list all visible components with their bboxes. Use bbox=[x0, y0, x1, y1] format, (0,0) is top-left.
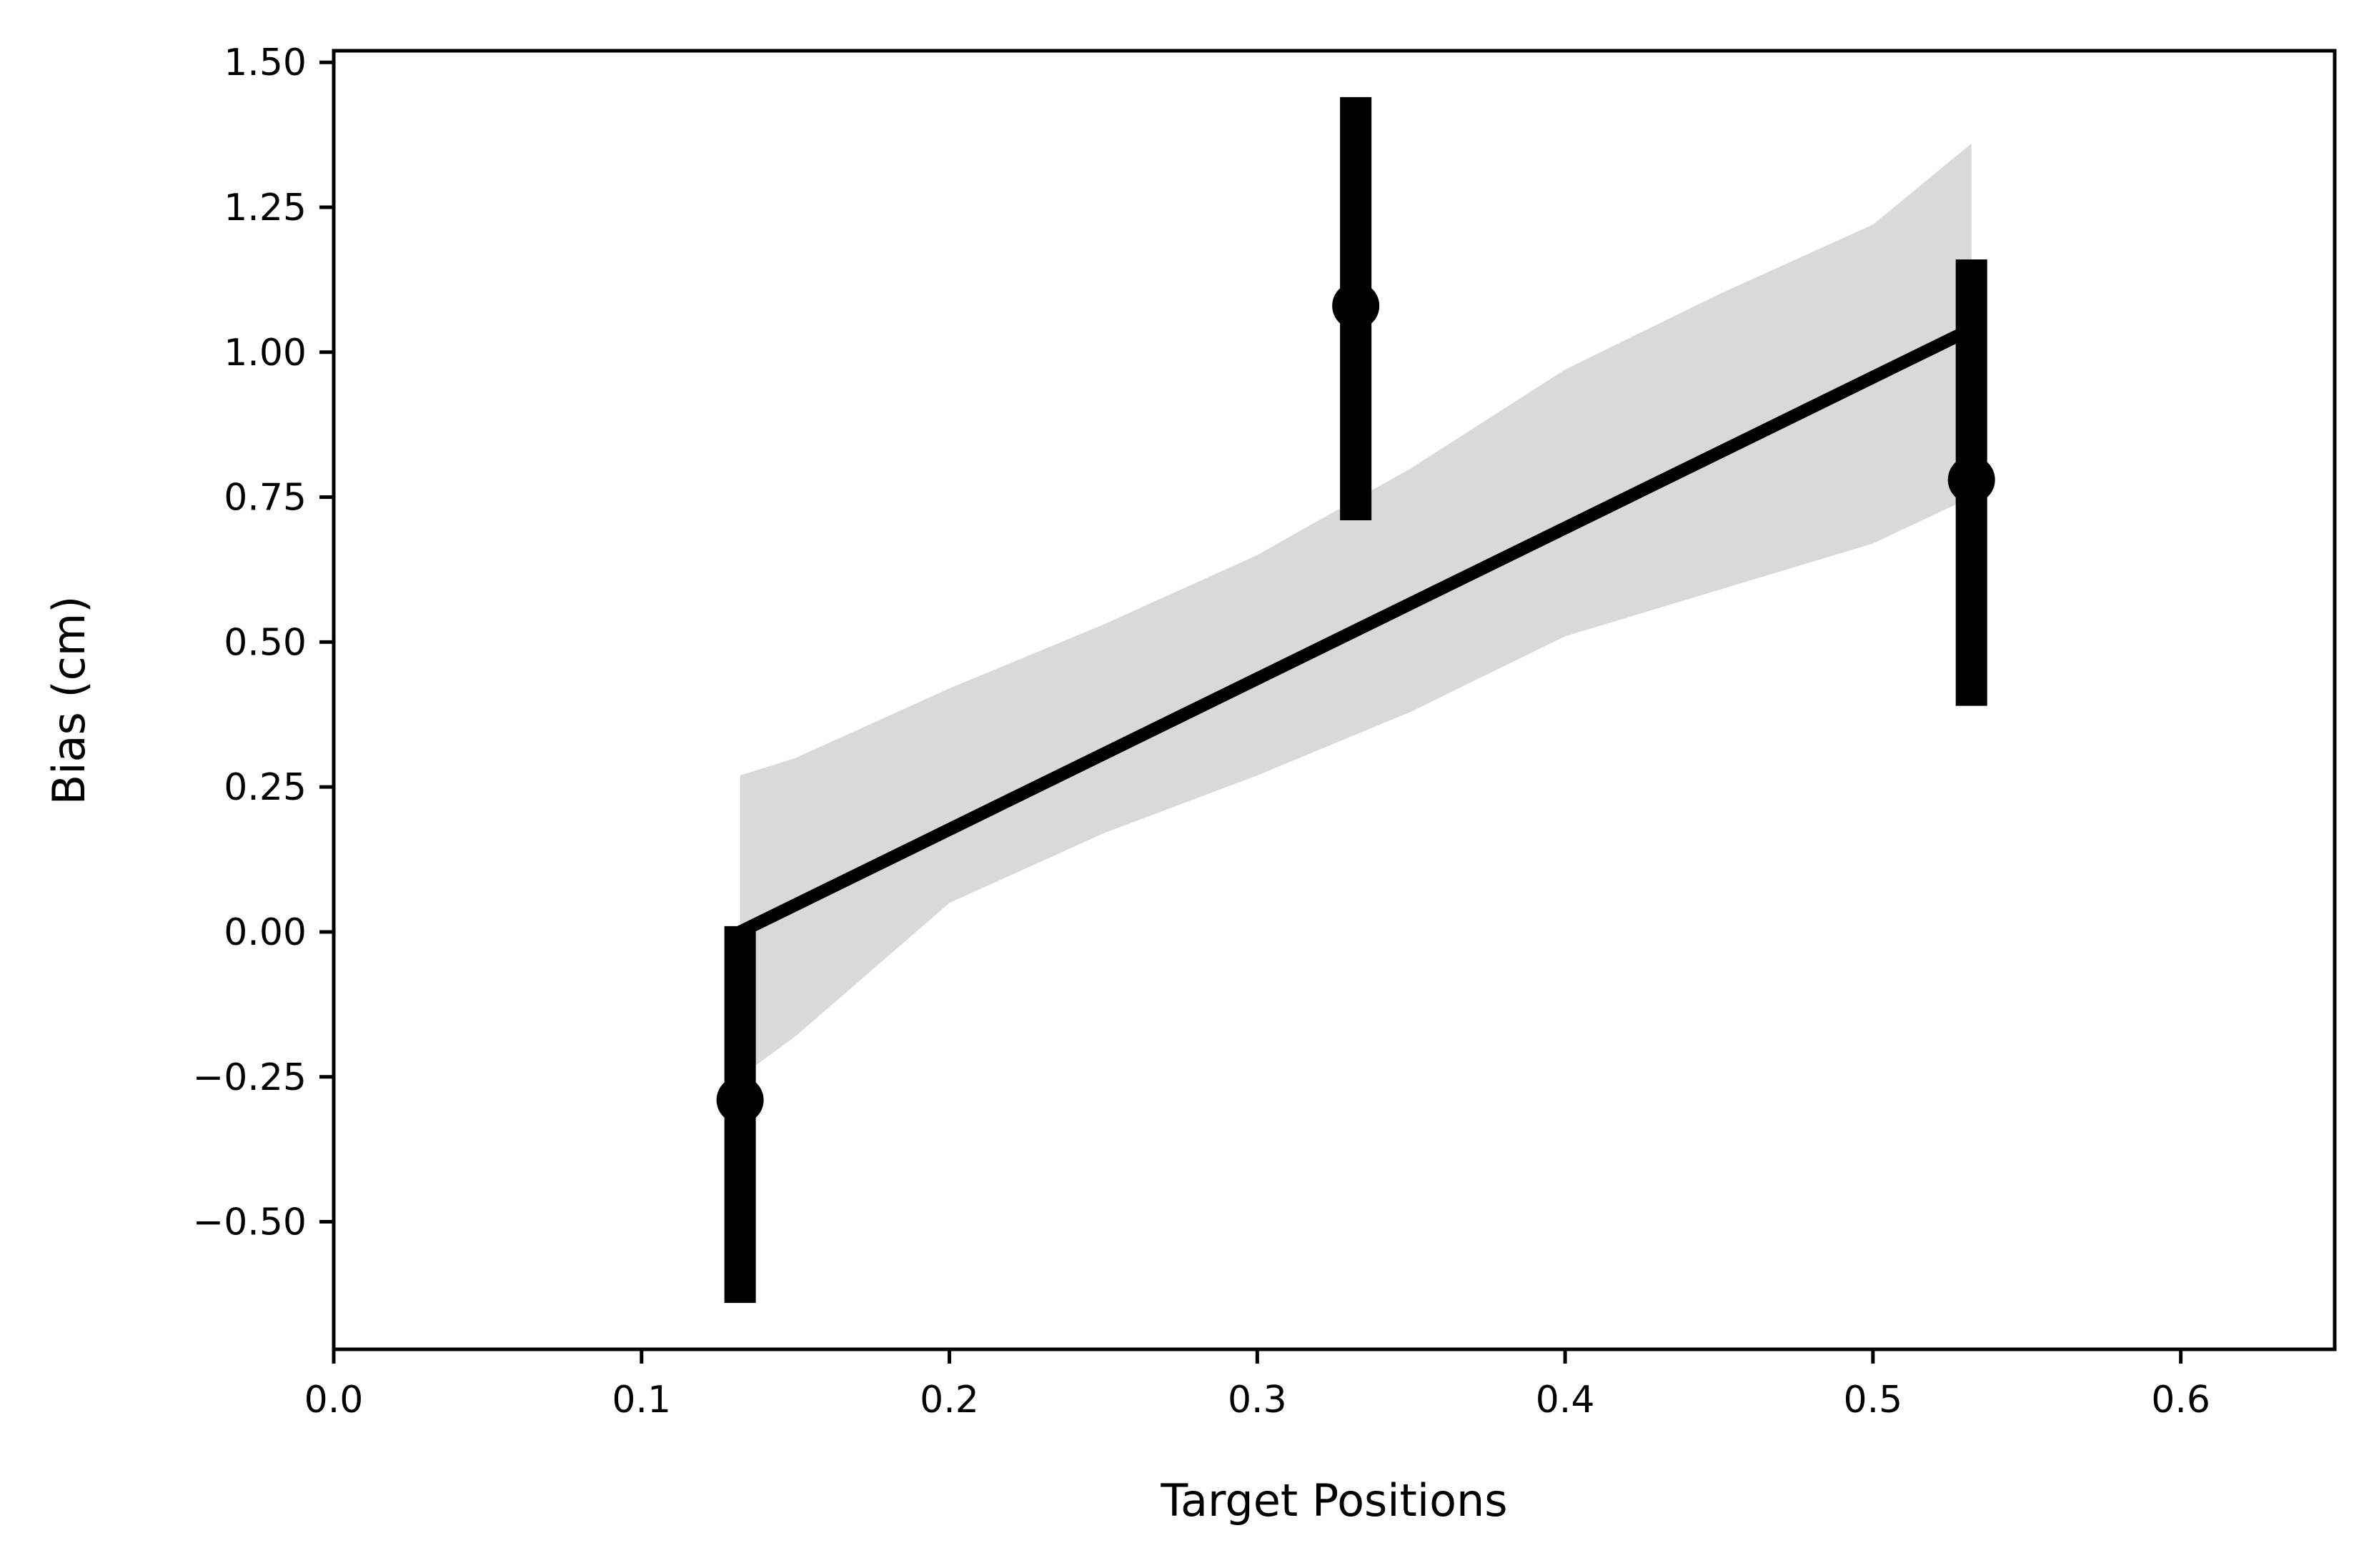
x-axis-ticks: 0.0 0.1 0.2 0.3 0.4 0.5 0.6 bbox=[304, 1349, 2210, 1421]
x-tick-label: 0.5 bbox=[1843, 1379, 1902, 1421]
y-tick-label: 0.25 bbox=[224, 766, 307, 809]
confidence-band bbox=[740, 143, 1972, 1077]
x-tick-label: 0.3 bbox=[1228, 1379, 1287, 1421]
y-tick-label: −0.50 bbox=[193, 1201, 307, 1244]
y-tick-label: 1.00 bbox=[224, 332, 307, 374]
y-tick-label: 0.75 bbox=[224, 477, 307, 520]
y-tick-label: 0.00 bbox=[224, 911, 307, 954]
x-tick-label: 0.6 bbox=[2151, 1379, 2210, 1421]
y-tick-label: 0.50 bbox=[224, 621, 307, 664]
y-tick-label: 1.25 bbox=[224, 187, 307, 229]
data-points-layer bbox=[716, 96, 1995, 1304]
data-point-2 bbox=[1332, 282, 1380, 329]
y-axis-label: Bias (cm) bbox=[43, 596, 95, 805]
x-tick-label: 0.1 bbox=[612, 1379, 671, 1421]
data-point-3 bbox=[1947, 456, 1995, 504]
plot-frame bbox=[332, 49, 2337, 1351]
data-point-1 bbox=[716, 1076, 764, 1124]
x-axis-label: Target Positions bbox=[1160, 1474, 1507, 1527]
y-axis-ticks: −0.50 −0.25 0.00 0.25 0.50 0.75 1.00 1.25 1.50 bbox=[193, 41, 334, 1244]
x-tick-label: 0.4 bbox=[1536, 1379, 1595, 1421]
confidence-band-layer bbox=[740, 143, 1972, 1077]
y-tick-label: −0.25 bbox=[193, 1056, 307, 1099]
x-tick-label: 0.2 bbox=[920, 1379, 979, 1421]
x-tick-label: 0.0 bbox=[304, 1379, 364, 1421]
regression-line bbox=[737, 323, 1975, 938]
regression-line-layer bbox=[737, 323, 1975, 938]
y-tick-label: 1.50 bbox=[224, 41, 307, 84]
